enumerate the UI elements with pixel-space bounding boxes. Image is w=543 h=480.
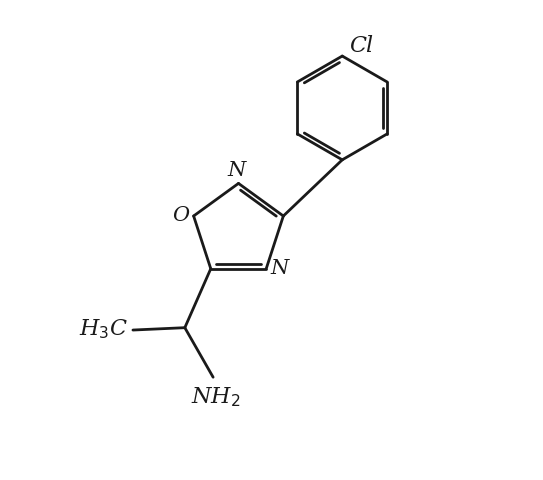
Text: NH$_2$: NH$_2$ [191,386,241,409]
Text: N: N [227,161,245,180]
Text: H$_3$C: H$_3$C [79,317,128,341]
Text: O: O [172,206,189,226]
Text: Cl: Cl [349,35,374,57]
Text: N: N [270,259,288,278]
